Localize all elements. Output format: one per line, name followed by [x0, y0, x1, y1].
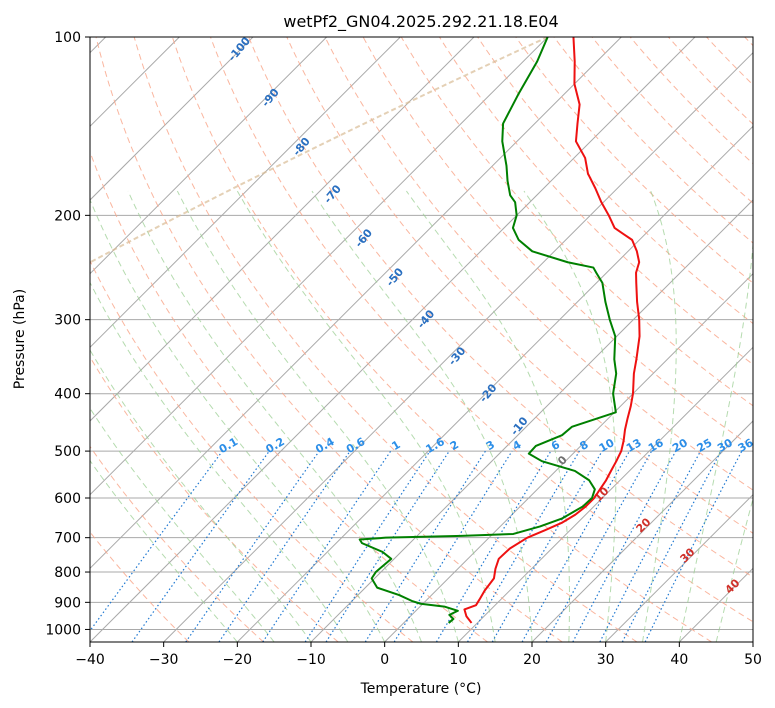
isotherm-line — [90, 37, 254, 201]
mixing-ratio-line — [131, 450, 270, 642]
moist-adiabat-line — [176, 190, 459, 642]
dry-adiabat-line — [515, 37, 753, 284]
isotherm-line — [90, 37, 328, 275]
dry-adiabat-line — [324, 37, 753, 491]
y-tick-label: 100 — [54, 30, 81, 46]
moist-adiabat-line — [236, 190, 496, 642]
isotherm-line — [236, 125, 753, 642]
x-axis-label: Temperature (°C) — [360, 681, 482, 697]
y-tick-label: 700 — [54, 531, 81, 547]
x-tick-label: 40 — [670, 652, 688, 668]
dry-adiabat-line — [210, 37, 753, 623]
x-tick-label: −40 — [75, 652, 105, 668]
dry-adiabat-line — [90, 259, 414, 642]
y-axis-label: Pressure (hPa) — [12, 289, 28, 389]
temperature-profile-line — [463, 37, 641, 624]
moist-adiabat-line — [127, 190, 422, 642]
plot-frame — [89, 36, 754, 643]
mixing-ratio-line — [521, 450, 631, 642]
mixing-ratio-line — [218, 450, 351, 642]
y-tick-label: 600 — [54, 491, 81, 507]
x-tick-label: 50 — [744, 652, 762, 668]
isotherm-line — [90, 37, 475, 422]
mixing-ratio-line — [491, 450, 603, 642]
ccl-arc-line — [90, 37, 549, 264]
mixing-ratio-line — [545, 450, 653, 642]
dry-adiabat-line — [90, 445, 264, 642]
dry-adiabat-line — [400, 37, 753, 407]
isotherm-line — [90, 37, 401, 349]
isotherm-line — [384, 272, 753, 642]
y-tick-label: 500 — [54, 444, 81, 460]
dry-adiabat-line — [171, 37, 712, 642]
mixing-ratio-label: 36 — [736, 436, 756, 455]
mixing-ratio-line — [572, 450, 677, 642]
dry-adiabat-line — [477, 37, 753, 325]
isotherm-line — [90, 37, 549, 496]
y-tick-label: 800 — [54, 565, 81, 581]
x-tick-label: −20 — [223, 652, 253, 668]
x-tick-label: −30 — [149, 652, 179, 668]
isotherm-line — [90, 37, 622, 570]
x-tick-label: 0 — [380, 652, 389, 668]
moist-adiabat-line — [678, 238, 753, 642]
dry-adiabat-line — [133, 37, 638, 642]
x-tick-label: 30 — [597, 652, 615, 668]
moist-adiabat-line — [523, 190, 617, 642]
dry-adiabat-line — [95, 37, 563, 642]
x-tick-label: −10 — [296, 652, 326, 668]
mixing-ratio-line — [325, 450, 450, 642]
moist-adiabat-line — [90, 281, 349, 642]
dry-adiabat-line — [629, 37, 753, 165]
y-tick-label: 300 — [54, 313, 81, 329]
mixing-ratio-line — [364, 450, 486, 642]
y-tick-label: 900 — [54, 595, 81, 611]
moist-adiabat-line — [90, 198, 386, 642]
isotherm-line — [163, 51, 753, 642]
dewpoint-profile-line — [358, 37, 618, 624]
moist-adiabat-line — [642, 190, 677, 642]
mixing-ratio-line — [393, 450, 513, 642]
y-tick-label: 1000 — [45, 622, 81, 638]
y-tick-label: 400 — [54, 387, 81, 403]
moist-adiabat-line — [90, 459, 238, 642]
x-tick-label: 20 — [523, 652, 541, 668]
mixing-ratio-line — [466, 450, 580, 642]
chart-title: wetPf2_GN04.2025.292.21.18.E04 — [283, 12, 558, 32]
mixing-ratio-line — [90, 450, 223, 632]
moist-adiabat-line — [715, 497, 753, 642]
isotherm-line — [605, 493, 753, 642]
mixing-ratio-line — [185, 450, 320, 642]
dry-adiabat-line — [362, 37, 753, 449]
dry-adiabat-line — [248, 37, 753, 578]
isotherm-line — [90, 37, 696, 642]
isotherm-line — [457, 346, 753, 642]
isotherm-line — [531, 420, 753, 642]
moist-adiabat-line — [311, 190, 533, 642]
y-tick-label: 200 — [54, 208, 81, 224]
dry-adiabat-line — [591, 37, 753, 204]
x-tick-label: 10 — [449, 652, 467, 668]
